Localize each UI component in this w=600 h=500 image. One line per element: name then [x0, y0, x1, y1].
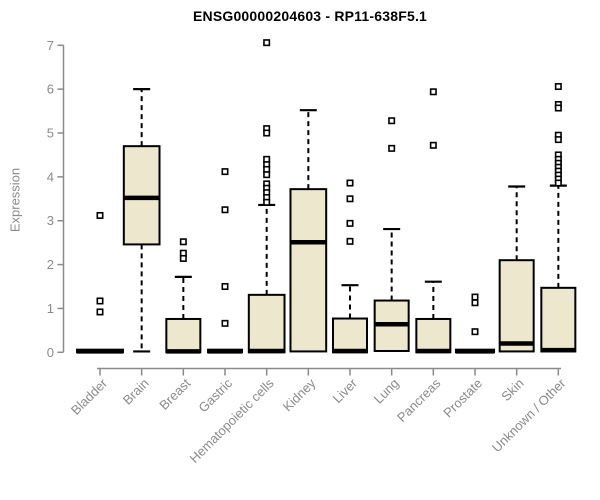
box-kidney — [289, 109, 328, 353]
outlier-point — [471, 293, 479, 301]
outlier-point — [179, 238, 187, 246]
box-rect — [247, 293, 286, 354]
outlier-point — [263, 129, 271, 137]
box-brain — [122, 88, 161, 353]
x-tick-label-brain: Brain — [120, 376, 152, 408]
x-tick-label-kidney: Kidney — [280, 375, 319, 414]
chart-title: ENSG00000204603 - RP11-638F5.1 — [192, 8, 428, 24]
outlier-point — [96, 211, 104, 219]
box-rect — [122, 145, 161, 246]
x-tick-label-bladder: Bladder — [68, 375, 111, 418]
outlier-point — [263, 171, 271, 179]
x-tick-label-lung: Lung — [371, 376, 402, 407]
outlier-point — [263, 39, 271, 47]
box-skin — [498, 185, 535, 353]
y-tick-label: 6 — [47, 82, 54, 97]
box-rect — [165, 317, 202, 354]
outlier-point — [96, 297, 104, 305]
y-tick-label: 2 — [47, 257, 54, 272]
outlier-point — [346, 179, 354, 187]
outlier-point — [554, 104, 562, 112]
x-tick-label-pancreas: Pancreas — [394, 375, 444, 425]
outlier-point — [221, 206, 229, 214]
outlier-point — [221, 283, 229, 291]
outlier-point — [554, 83, 562, 91]
outlier-point — [471, 299, 479, 307]
outlier-point — [346, 237, 354, 245]
x-tick-label-gastric: Gastric — [195, 375, 235, 415]
outlier-point — [96, 308, 104, 316]
x-tick-label-prostate: Prostate — [440, 376, 485, 421]
outlier-point — [221, 168, 229, 176]
y-tick-label: 0 — [47, 345, 54, 360]
box-rect — [498, 259, 535, 353]
y-tick-label: 3 — [47, 213, 54, 228]
box-gastric — [207, 168, 244, 354]
x-tick-label-unknown-other: Unknown / Other — [489, 375, 569, 455]
box-liver — [332, 179, 369, 354]
outlier-point — [554, 179, 562, 187]
box-pancreas — [415, 88, 452, 354]
outlier-point — [388, 117, 396, 125]
outlier-point — [429, 88, 437, 96]
x-tick-label-breast: Breast — [156, 375, 193, 412]
y-tick-label: 7 — [47, 38, 54, 53]
box-lung — [373, 117, 410, 352]
outlier-point — [388, 144, 396, 152]
outlier-point — [554, 136, 562, 144]
box-unknown-other — [540, 83, 577, 353]
box-rect — [540, 286, 577, 353]
y-tick-label: 1 — [47, 301, 54, 316]
box-bladder — [76, 211, 124, 354]
outlier-point — [221, 319, 229, 327]
outlier-point — [346, 195, 354, 203]
x-tick-label-liver: Liver — [330, 375, 361, 406]
y-tick-label: 5 — [47, 126, 54, 141]
outlier-point — [471, 328, 479, 336]
outlier-point — [346, 219, 354, 227]
outlier-point — [179, 254, 187, 262]
box-rect — [332, 317, 369, 354]
outlier-point — [263, 198, 271, 206]
box-breast — [165, 238, 202, 354]
y-axis: 0 1 2 3 4 5 6 7 — [47, 38, 65, 360]
box-rect — [289, 188, 328, 353]
outlier-point — [429, 141, 437, 149]
x-tick-label-skin: Skin — [498, 376, 526, 404]
box-hematopoietic-cells — [247, 39, 286, 354]
box-prostate — [454, 293, 496, 354]
y-tick-label: 4 — [47, 169, 54, 184]
box-rect — [415, 317, 452, 354]
